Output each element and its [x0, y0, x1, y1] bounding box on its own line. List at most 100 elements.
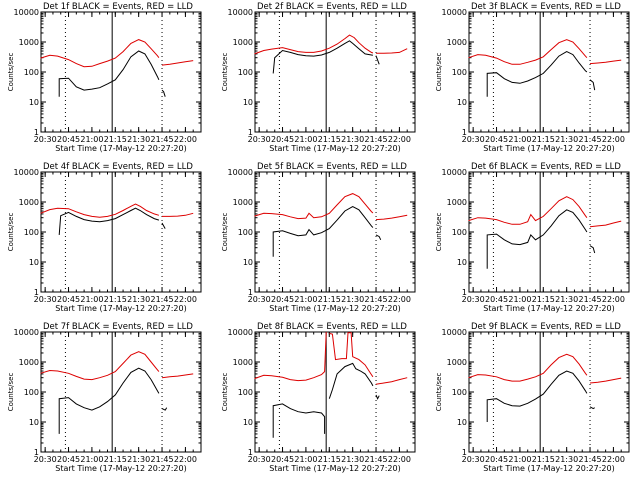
y-tick-label: 1000 — [447, 198, 467, 207]
x-axis-label: Start Time (17-May-12 20:27:20) — [55, 144, 186, 153]
y-tick-label: 100 — [238, 68, 253, 77]
y-tick-label: 1000 — [233, 198, 253, 207]
x-axis-label: Start Time (17-May-12 20:27:20) — [483, 144, 614, 153]
lld-series-line — [40, 351, 160, 381]
y-tick-label: 10000 — [228, 8, 253, 17]
events-series-line — [161, 222, 166, 229]
lld-series-line — [468, 39, 588, 65]
y-tick-label: 10 — [29, 98, 39, 107]
panel-title: Det 3f BLACK = Events, RED = LLD — [471, 2, 621, 12]
y-axis-label: Counts/sec — [7, 213, 15, 252]
x-axis-label: Start Time (17-May-12 20:27:20) — [269, 144, 400, 153]
lld-series-line — [375, 377, 408, 385]
x-tick-label: 21:00 — [80, 135, 103, 144]
lld-series-line — [589, 59, 622, 65]
y-tick-label: 1000 — [447, 38, 467, 47]
events-series-line — [328, 362, 374, 399]
x-tick-label: 21:45 — [365, 135, 388, 144]
panel-title: Det 9f BLACK = Events, RED = LLD — [471, 322, 621, 332]
detector-panel-7: Det 7f BLACK = Events, RED = LLD 1 10 100 10… — [7, 322, 202, 473]
y-tick-label: 1 — [248, 448, 253, 457]
y-tick-label: 1000 — [19, 198, 39, 207]
events-series-line — [272, 206, 374, 257]
x-tick-label: 22:00 — [174, 455, 197, 464]
y-tick-label: 10000 — [228, 328, 253, 337]
events-series-line — [486, 51, 588, 97]
lld-series-line — [468, 353, 588, 382]
events-series-line — [589, 406, 595, 410]
x-tick-label: 20:30 — [462, 135, 485, 144]
detector-panel-5: Det 5f BLACK = Events, RED = LLD 1 10 100 10… — [221, 162, 416, 313]
detector-panel-6: Det 6f BLACK = Events, RED = LLD 1 10 100 10… — [435, 162, 630, 313]
y-tick-label: 10 — [457, 98, 467, 107]
detector-panel-9: Det 9f BLACK = Events, RED = LLD 1 10 100 10… — [435, 322, 630, 473]
y-tick-label: 100 — [452, 228, 467, 237]
x-tick-label: 20:45 — [485, 295, 508, 304]
x-tick-label: 21:00 — [294, 455, 317, 464]
panel-title: Det 1f BLACK = Events, RED = LLD — [43, 2, 193, 12]
events-series-line — [486, 209, 588, 269]
x-tick-label: 21:15 — [532, 295, 555, 304]
y-tick-label: 10000 — [442, 8, 467, 17]
x-tick-label: 22:00 — [388, 455, 411, 464]
x-tick-label: 20:30 — [34, 295, 57, 304]
x-axis-label: Start Time (17-May-12 20:27:20) — [55, 464, 186, 473]
x-tick-label: 20:45 — [485, 135, 508, 144]
y-tick-label: 10 — [243, 98, 253, 107]
events-series-line — [161, 89, 166, 97]
lld-series-line — [254, 34, 374, 55]
x-tick-label: 21:30 — [127, 295, 150, 304]
x-axis-label: Start Time (17-May-12 20:27:20) — [483, 304, 614, 313]
x-tick-label: 20:30 — [248, 295, 271, 304]
detector-panel-1: Det 1f BLACK = Events, RED = LLD 1 10 100 10… — [7, 2, 202, 153]
events-series-line — [161, 407, 168, 411]
detector-panel-2: Det 2f BLACK = Events, RED = LLD 1 10 100 10… — [221, 2, 416, 153]
y-axis-label: Counts/sec — [221, 373, 229, 412]
events-series-line — [58, 50, 160, 97]
y-axis-label: Counts/sec — [7, 373, 15, 412]
x-tick-label: 20:45 — [485, 455, 508, 464]
panel-title: Det 8f BLACK = Events, RED = LLD — [257, 322, 407, 332]
x-tick-label: 21:00 — [294, 295, 317, 304]
x-tick-label: 22:00 — [174, 135, 197, 144]
events-series-line — [375, 394, 380, 400]
events-series-line — [272, 403, 326, 438]
y-axis-label: Counts/sec — [221, 53, 229, 92]
y-tick-label: 100 — [24, 388, 39, 397]
lld-series-line — [162, 212, 194, 217]
lld-series-line — [375, 214, 408, 221]
y-tick-label: 1 — [248, 128, 253, 137]
x-tick-label: 20:30 — [462, 455, 485, 464]
y-tick-label: 10 — [243, 258, 253, 267]
x-tick-label: 22:00 — [388, 295, 411, 304]
y-tick-label: 1000 — [233, 358, 253, 367]
panel-title: Det 5f BLACK = Events, RED = LLD — [257, 162, 407, 172]
y-tick-label: 100 — [452, 68, 467, 77]
x-axis-label: Start Time (17-May-12 20:27:20) — [55, 304, 186, 313]
lld-series-line — [161, 60, 194, 66]
x-tick-label: 21:30 — [127, 135, 150, 144]
x-tick-label: 20:45 — [57, 295, 80, 304]
x-axis-label: Start Time (17-May-12 20:27:20) — [269, 464, 400, 473]
y-tick-label: 10000 — [14, 8, 39, 17]
x-tick-label: 21:30 — [555, 135, 578, 144]
x-axis-label: Start Time (17-May-12 20:27:20) — [269, 304, 400, 313]
x-tick-label: 21:00 — [80, 295, 103, 304]
y-axis-label: Counts/sec — [435, 373, 443, 412]
x-tick-label: 21:15 — [318, 455, 341, 464]
x-tick-label: 20:30 — [462, 295, 485, 304]
x-tick-label: 20:45 — [57, 455, 80, 464]
x-tick-label: 21:15 — [532, 455, 555, 464]
x-tick-label: 21:45 — [579, 135, 602, 144]
x-tick-label: 20:30 — [34, 135, 57, 144]
y-tick-label: 1 — [462, 128, 467, 137]
lld-series-line — [589, 377, 622, 384]
x-tick-label: 20:30 — [248, 135, 271, 144]
x-tick-label: 20:45 — [271, 135, 294, 144]
x-tick-label: 21:00 — [80, 455, 103, 464]
events-series-line — [58, 367, 160, 434]
y-tick-label: 1 — [34, 128, 39, 137]
x-tick-label: 21:00 — [508, 295, 531, 304]
x-tick-label: 20:45 — [57, 135, 80, 144]
